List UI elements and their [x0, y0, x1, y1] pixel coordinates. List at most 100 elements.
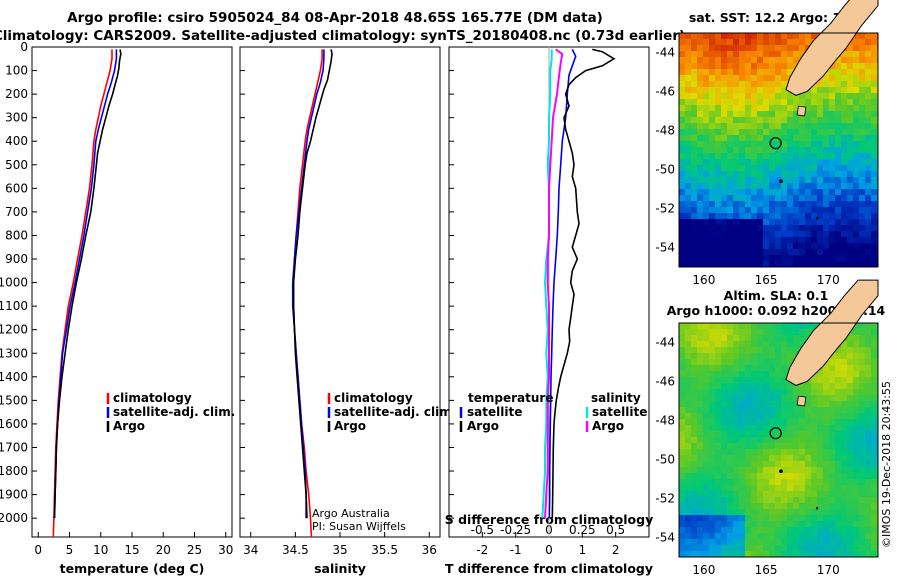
heatmap-cell — [859, 341, 865, 347]
heatmap-cell — [679, 425, 685, 431]
heatmap-cell — [775, 99, 781, 105]
heatmap-cell — [859, 213, 865, 219]
y-tick-label: 100 — [5, 64, 28, 78]
heatmap-cell — [721, 341, 727, 347]
heatmap-cell — [829, 431, 835, 437]
heatmap-cell — [811, 497, 817, 503]
heatmap-cell — [769, 449, 775, 455]
heatmap-cell — [745, 461, 751, 467]
heatmap-cell — [763, 141, 769, 147]
heatmap-cell — [721, 171, 727, 177]
heatmap-cell — [733, 395, 739, 401]
heatmap-cell — [691, 425, 697, 431]
heatmap-cell — [733, 497, 739, 503]
heatmap-cell — [853, 425, 859, 431]
heatmap-cell — [685, 117, 691, 123]
heatmap-cell — [841, 63, 847, 69]
heatmap-cell — [679, 329, 685, 335]
heatmap-cell — [769, 69, 775, 75]
heatmap-cell — [745, 419, 751, 425]
heatmap-cell — [703, 515, 709, 521]
heatmap-cell — [865, 219, 871, 225]
map-y-tick-label: -50 — [655, 453, 675, 467]
heatmap-cell — [685, 479, 691, 485]
heatmap-cell — [733, 491, 739, 497]
heatmap-cell — [823, 237, 829, 243]
heatmap-cell — [871, 249, 877, 255]
heatmap-cell — [715, 479, 721, 485]
heatmap-cell — [739, 159, 745, 165]
heatmap-cell — [679, 141, 685, 147]
heatmap-cell — [817, 153, 823, 159]
heatmap-cell — [715, 165, 721, 171]
heatmap-cell — [871, 63, 877, 69]
heatmap-cell — [739, 195, 745, 201]
heatmap-cell — [703, 45, 709, 51]
heatmap-cell — [775, 383, 781, 389]
heatmap-cell — [697, 425, 703, 431]
x-tick-label: 25 — [187, 543, 202, 557]
heatmap-cell — [703, 225, 709, 231]
heatmap-cell — [709, 135, 715, 141]
heatmap-cell — [697, 353, 703, 359]
map-heatmap-cells — [679, 323, 878, 557]
heatmap-cell — [739, 261, 745, 267]
heatmap-cell — [865, 539, 871, 545]
heatmap-cell — [793, 437, 799, 443]
heatmap-cell — [679, 377, 685, 383]
heatmap-cell — [805, 521, 811, 527]
heatmap-cell — [721, 461, 727, 467]
heatmap-cell — [781, 171, 787, 177]
heatmap-cell — [745, 503, 751, 509]
heatmap-cell — [871, 243, 877, 249]
heatmap-cell — [793, 407, 799, 413]
heatmap-cell — [871, 177, 877, 183]
heatmap-cell — [739, 461, 745, 467]
heatmap-cell — [847, 195, 853, 201]
heatmap-cell — [841, 75, 847, 81]
heatmap-cell — [829, 183, 835, 189]
heatmap-cell — [703, 395, 709, 401]
heatmap-cell — [865, 207, 871, 213]
heatmap-cell — [715, 509, 721, 515]
heatmap-cell — [835, 153, 841, 159]
heatmap-cell — [787, 45, 793, 51]
heatmap-cell — [829, 153, 835, 159]
legend-heading-salinity: salinity — [591, 391, 641, 405]
x-tick-label: -1 — [510, 543, 522, 557]
heatmap-cell — [691, 51, 697, 57]
heatmap-cell — [823, 461, 829, 467]
heatmap-cell — [685, 123, 691, 129]
heatmap-cell — [781, 243, 787, 249]
heatmap-cell — [865, 497, 871, 503]
heatmap-cell — [769, 243, 775, 249]
heatmap-cell — [775, 521, 781, 527]
heatmap-cell — [865, 201, 871, 207]
heatmap-cell — [739, 117, 745, 123]
heatmap-cell — [739, 443, 745, 449]
heatmap-cell — [817, 395, 823, 401]
heatmap-cell — [871, 165, 877, 171]
heatmap-cell — [751, 419, 757, 425]
heatmap-cell — [853, 551, 859, 557]
heatmap-cell — [841, 51, 847, 57]
heatmap-cell — [763, 545, 769, 551]
heatmap-cell — [715, 533, 721, 539]
heatmap-cell — [865, 437, 871, 443]
heatmap-cell — [787, 111, 793, 117]
heatmap-cell — [775, 419, 781, 425]
heatmap-cell — [871, 261, 877, 267]
heatmap-cell — [685, 255, 691, 261]
heatmap-cell — [721, 467, 727, 473]
heatmap-cell — [757, 515, 763, 521]
heatmap-cell — [787, 261, 793, 267]
heatmap-cell — [751, 75, 757, 81]
heatmap-cell — [757, 449, 763, 455]
heatmap-cell — [829, 449, 835, 455]
heatmap-cell — [715, 93, 721, 99]
heatmap-cell — [841, 195, 847, 201]
heatmap-cell — [727, 81, 733, 87]
heatmap-cell — [871, 39, 877, 45]
heatmap-cell — [757, 183, 763, 189]
y-tick-label: 1700 — [0, 440, 28, 454]
